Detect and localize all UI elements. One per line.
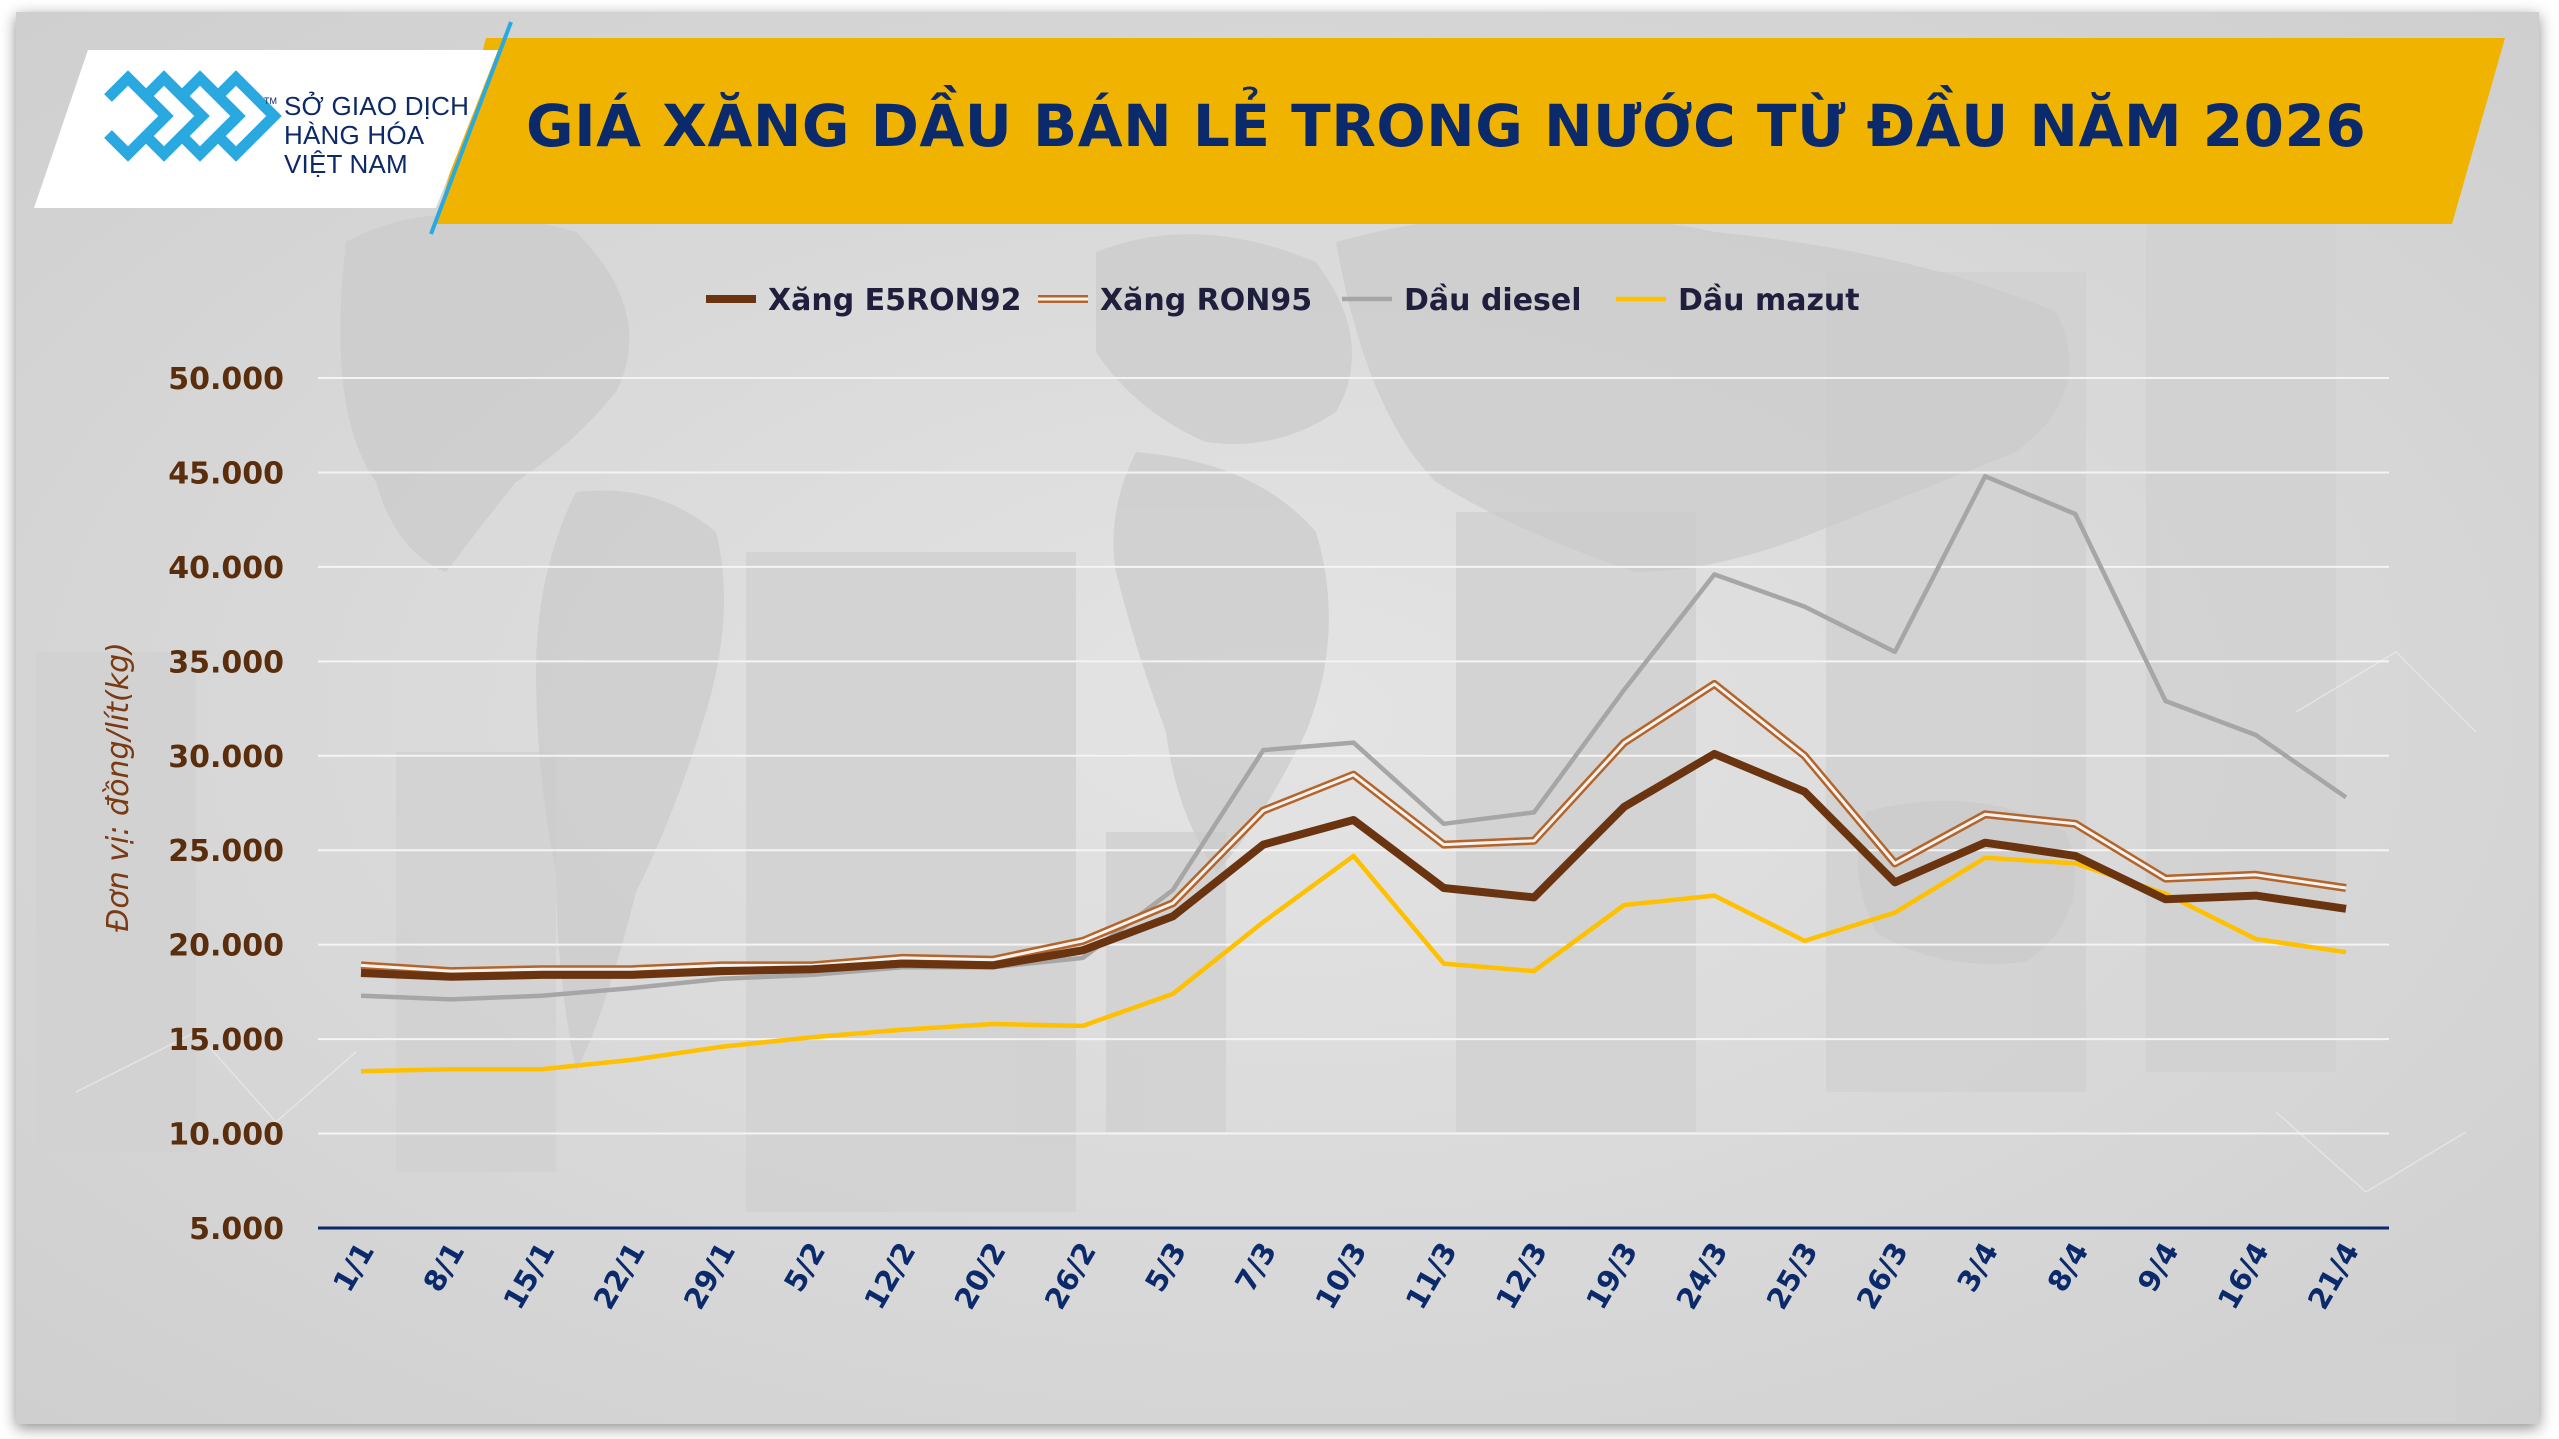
x-tick-label: 5/2 <box>777 1237 832 1298</box>
y-axis-ticks: 5.000 10.000 15.000 20.000 25.000 30.000 35.00… <box>168 362 284 1247</box>
legend-label: Dầu diesel <box>1404 283 1582 318</box>
legend: Xăng E5RON92 Xăng RON95 Dầu diesel Dầu mazu… <box>706 283 1860 318</box>
accent-stripe <box>429 21 513 235</box>
x-tick-label: 16/4 <box>2211 1237 2276 1316</box>
x-axis-ticks: 1/1 8/1 15/1 22/1 29/1 5/2 12/2 20/2 26/2 5/3 7/3 1… <box>326 1237 2366 1316</box>
logo-text-line3: VIỆT NAM <box>284 149 408 179</box>
x-tick-label: 25/3 <box>1760 1237 1825 1316</box>
y-tick-label: 15.000 <box>168 1023 284 1058</box>
x-tick-label: 10/3 <box>1309 1237 1374 1316</box>
x-tick-label: 8/1 <box>416 1237 471 1298</box>
x-tick-label: 26/2 <box>1038 1237 1103 1316</box>
x-tick-label: 21/4 <box>2301 1237 2366 1316</box>
series-line-mazut <box>360 853 2347 1074</box>
x-tick-label: 1/1 <box>326 1237 381 1298</box>
y-tick-label: 30.000 <box>168 740 284 775</box>
page-title: GIÁ XĂNG DẦU BÁN LẺ TRONG NƯỚC TỪ ĐẦU NĂ… <box>526 92 2367 160</box>
header-banner <box>34 21 2505 235</box>
x-tick-label: 7/3 <box>1228 1237 1283 1298</box>
series-line-ron95-outline <box>360 680 2347 976</box>
x-tick-label: 26/3 <box>1850 1237 1915 1316</box>
x-tick-label: 29/1 <box>677 1237 742 1316</box>
x-tick-label: 22/1 <box>587 1237 652 1316</box>
y-tick-label: 25.000 <box>168 834 284 869</box>
x-tick-label: 12/3 <box>1489 1237 1554 1316</box>
legend-label: Xăng RON95 <box>1100 283 1312 318</box>
x-tick-label: 5/3 <box>1138 1237 1193 1298</box>
y-tick-label: 45.000 <box>168 456 284 491</box>
x-tick-label: 19/3 <box>1579 1237 1644 1316</box>
y-tick-label: 20.000 <box>168 929 284 964</box>
logo-text-line1: SỞ GIAO DỊCH <box>284 91 470 121</box>
logo-mark-icon <box>104 70 282 162</box>
title-bar <box>436 38 2505 224</box>
y-tick-label: 35.000 <box>168 645 284 680</box>
logo-tm-mark: TM <box>264 96 277 106</box>
series-line-ron95-inner <box>360 682 2347 973</box>
y-tick-label: 10.000 <box>168 1118 284 1153</box>
x-tick-label: 15/1 <box>497 1237 562 1316</box>
infographic-frame: SỞ GIAO DỊCH HÀNG HÓA VIỆT NAM TM GIÁ XĂ… <box>16 12 2539 1424</box>
x-tick-label: 8/4 <box>2040 1237 2095 1298</box>
x-tick-label: 3/4 <box>1950 1237 2005 1298</box>
gridlines <box>318 377 2389 1230</box>
x-tick-label: 24/3 <box>1669 1237 1734 1316</box>
legend-label: Xăng E5RON92 <box>768 283 1021 318</box>
x-tick-label: 20/2 <box>948 1237 1013 1316</box>
x-tick-label: 12/2 <box>857 1237 922 1316</box>
y-tick-label: 5.000 <box>189 1212 284 1247</box>
y-tick-label: 50.000 <box>168 362 284 397</box>
y-axis-label: Đơn vị: đồng/lít(kg) <box>101 642 136 932</box>
y-tick-label: 40.000 <box>168 551 284 586</box>
series-lines <box>360 473 2348 1074</box>
logo-text-line2: HÀNG HÓA <box>284 120 425 150</box>
legend-label: Dầu mazut <box>1678 283 1860 318</box>
x-tick-label: 11/3 <box>1399 1237 1464 1316</box>
price-line-chart: 5.000 10.000 15.000 20.000 25.000 30.000 35.00… <box>101 283 2389 1316</box>
x-tick-label: 9/4 <box>2131 1237 2186 1298</box>
series-line-diesel <box>360 473 2348 1002</box>
series-line-e5ron92 <box>360 749 2347 981</box>
